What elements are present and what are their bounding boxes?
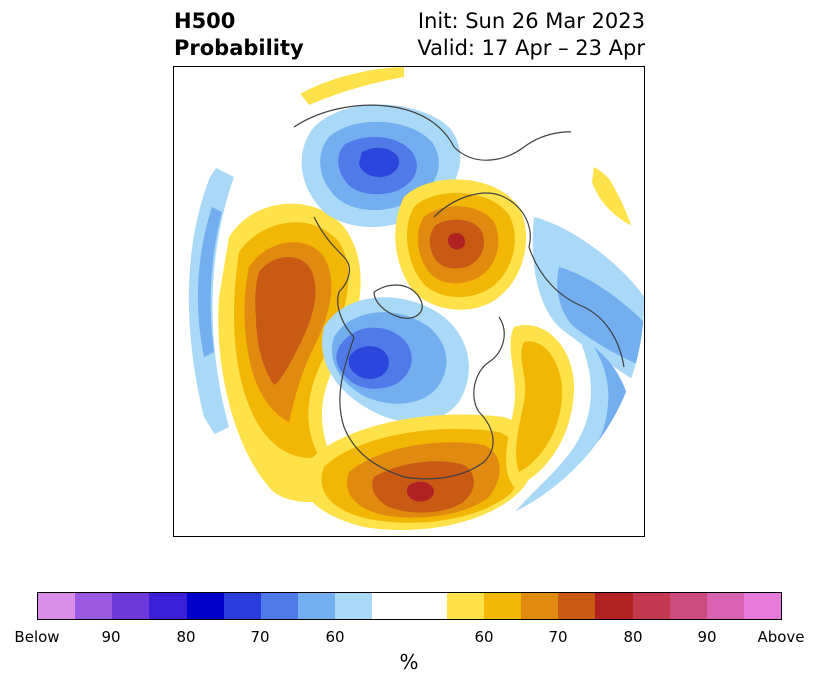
map-title-left: H500 Probability (174, 8, 304, 62)
variable-label: H500 (174, 9, 236, 33)
colorbar-tick: 90 (697, 628, 717, 646)
colorbar (37, 592, 782, 620)
map-svg (174, 67, 644, 536)
colorbar-cell (335, 593, 373, 619)
colorbar-tick: 90 (101, 628, 121, 646)
product-label: Probability (174, 36, 304, 60)
below-normal-siberia-deep (359, 147, 400, 178)
colorbar-cell (669, 593, 707, 619)
colorbar-cell (372, 593, 410, 619)
below-normal-west-pacific (188, 167, 234, 437)
map-title-right: Init: Sun 26 Mar 2023 Valid: 17 Apr – 23… (417, 8, 645, 62)
colorbar-tick: 70 (250, 628, 270, 646)
init-date-label: Init: Sun 26 Mar 2023 (417, 9, 645, 33)
colorbar-tick: Below (14, 628, 60, 646)
above-normal-east-asia (592, 167, 634, 227)
colorbar-cell (446, 593, 484, 619)
colorbar-tick: Above (757, 628, 805, 646)
colorbar-tick: 60 (325, 628, 345, 646)
above-normal-atlantic-mid (516, 341, 562, 472)
probability-map (173, 66, 645, 537)
colorbar-cell (632, 593, 670, 619)
colorbar-cell (483, 593, 522, 619)
above-normal-arctic-strip (299, 67, 404, 105)
above-normal-us-max (406, 481, 434, 502)
colorbar-cell (298, 593, 336, 619)
below-normal-atlantic-mid (544, 347, 630, 512)
above-normal-pacific-deep (255, 257, 316, 385)
colorbar-tick: 80 (623, 628, 643, 646)
below-normal-canada-deep (348, 346, 389, 379)
colorbar-cell (409, 593, 447, 619)
colorbar-cell (558, 593, 596, 619)
colorbar-cell (223, 593, 261, 619)
colorbar-tick: 80 (176, 628, 196, 646)
colorbar-cell (149, 593, 187, 619)
coastlines (293, 104, 625, 480)
colorbar-cell (75, 593, 113, 619)
below-normal-asia-mid (557, 267, 644, 367)
colorbar-cell (743, 593, 782, 619)
colorbar-tick: 60 (474, 628, 494, 646)
colorbar-cell (521, 593, 559, 619)
colorbar-cell (595, 593, 633, 619)
above-normal-europe-max (447, 233, 466, 250)
colorbar-cell (112, 593, 150, 619)
colorbar-cell (38, 593, 76, 619)
colorbar-cell (260, 593, 299, 619)
colorbar-unit-label: % (399, 650, 419, 674)
below-normal-west-pacific-core (197, 207, 222, 357)
valid-range-label: Valid: 17 Apr – 23 Apr (417, 36, 645, 60)
colorbar-cell (186, 593, 224, 619)
colorbar-tick: 70 (548, 628, 568, 646)
colorbar-cell (706, 593, 744, 619)
